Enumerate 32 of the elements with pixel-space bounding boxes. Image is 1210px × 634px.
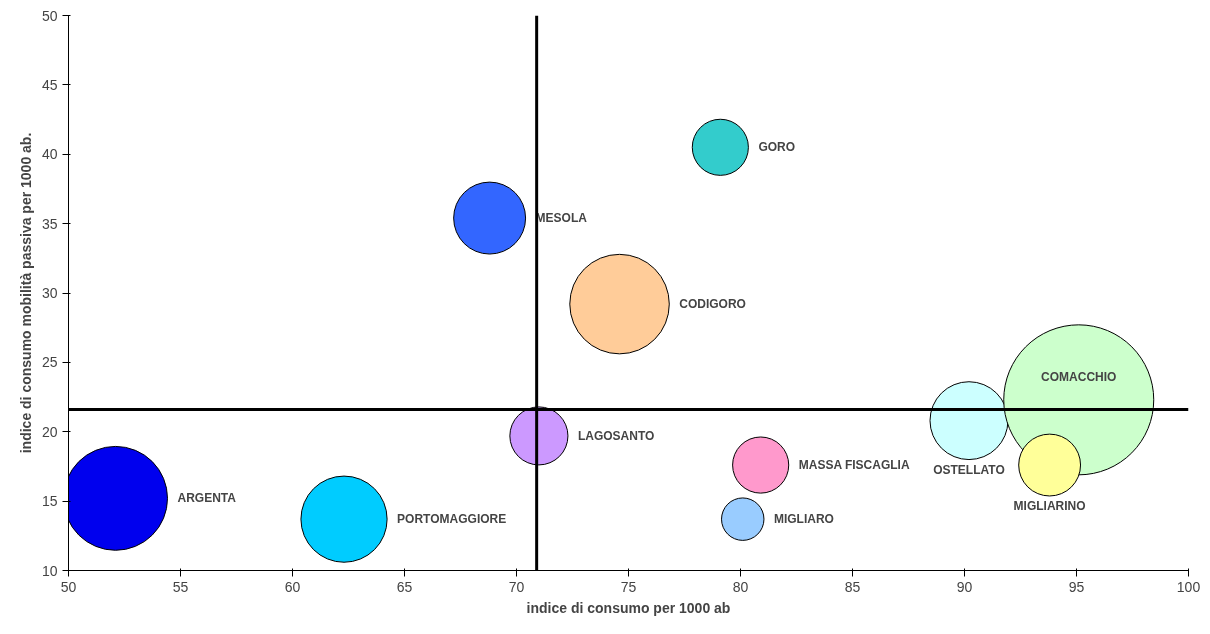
series-label: LAGOSANTO xyxy=(577,428,655,443)
series-label: MIGLIARINO xyxy=(1013,498,1086,513)
y-tick-label: 40 xyxy=(41,146,58,163)
y-tick-label: 45 xyxy=(41,76,58,93)
x-tick-label: 50 xyxy=(60,578,77,595)
x-tick-label: 100 xyxy=(1176,578,1201,595)
y-tick-label: 10 xyxy=(41,562,58,579)
series-label: MIGLIARO xyxy=(773,512,834,527)
x-tick-label: 65 xyxy=(396,578,413,595)
y-tick-label: 25 xyxy=(41,354,58,371)
x-tick-label: 70 xyxy=(508,578,525,595)
x-tick-label: 80 xyxy=(732,578,749,595)
y-tick-label: 15 xyxy=(41,493,58,510)
y-tick-label: 20 xyxy=(41,423,58,440)
y-axis-title: indice di consumo mobilità passiva per 1000 ab. xyxy=(17,132,34,454)
series-label: ARGENTA xyxy=(177,491,237,506)
series-label: MASSA FISCAGLIA xyxy=(798,458,910,473)
y-tick-label: 30 xyxy=(41,285,58,301)
x-tick-label: 85 xyxy=(844,578,861,595)
series-label: GORO xyxy=(758,140,796,155)
x-tick-label: 60 xyxy=(284,578,301,595)
x-tick-label: 55 xyxy=(172,578,189,595)
x-tick-label: 75 xyxy=(620,578,637,595)
y-tick-label: 50 xyxy=(41,7,58,24)
series-label: PORTOMAGGIORE xyxy=(397,512,507,527)
x-tick-label: 90 xyxy=(956,578,973,595)
series-label: COMACCHIO xyxy=(1041,370,1117,385)
x-axis-title: indice di consumo per 1000 ab xyxy=(526,599,731,616)
x-tick-label: 95 xyxy=(1068,578,1085,595)
series-label: OSTELLATO xyxy=(933,462,1005,477)
y-tick-label: 35 xyxy=(41,215,58,232)
series-label: CODIGORO xyxy=(679,297,746,312)
